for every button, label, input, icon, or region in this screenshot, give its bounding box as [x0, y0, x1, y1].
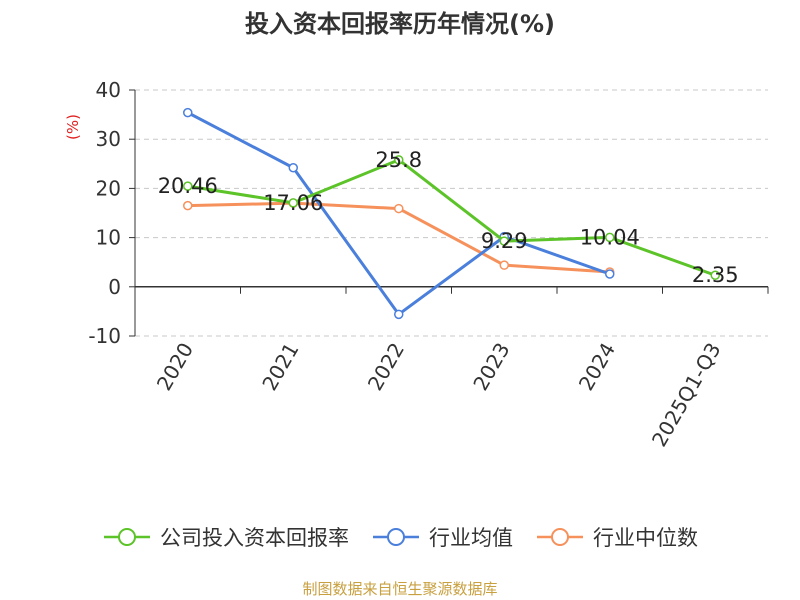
legend-label: 公司投入资本回报率 [160, 526, 349, 550]
legend-swatch [537, 528, 583, 546]
y-tick-label: 30 [96, 127, 121, 151]
data-point [605, 269, 615, 279]
source-note: 制图数据来自恒生聚源数据库 [302, 580, 498, 598]
data-label: 20.46 [158, 174, 218, 198]
data-point [394, 155, 404, 165]
series-line [187, 111, 611, 316]
data-point [605, 232, 615, 243]
line-chart: -10 0 10 20 30 40 2020 2021 2022 2023 2024 2025Q1-Q… [64, 78, 769, 451]
data-point [183, 181, 193, 191]
y-tick-label: 0 [108, 275, 121, 299]
data-point [288, 198, 298, 208]
x-tick-label: 2025Q1-Q3 [647, 339, 726, 451]
data-label: 9.29 [481, 229, 528, 253]
legend: 公司投入资本回报率 行业均值 行业中位数 [0, 520, 800, 554]
data-point [394, 309, 404, 320]
y-tick-label: 20 [96, 176, 121, 200]
grid-layer [135, 89, 768, 337]
data-label: 25.8 [375, 148, 422, 172]
y-tick-label: -10 [88, 324, 121, 348]
y-tick-label: 40 [96, 78, 121, 102]
data-point [499, 236, 509, 246]
legend-label: 行业中位数 [593, 526, 698, 550]
y-axis-label: (%) [64, 114, 82, 140]
chart-title: 投入资本回报率历年情况(%) [245, 10, 555, 38]
legend-label: 行业均值 [429, 526, 513, 550]
series-layer [183, 107, 720, 320]
data-point [710, 270, 720, 280]
data-label-layer: 20.46 17.06 25.8 9.29 10.04 2.35 [158, 148, 739, 287]
axis-layer: -10 0 10 20 30 40 2020 2021 2022 2023 2024 2025Q1-Q… [88, 78, 769, 451]
x-tick-label: 2021 [257, 339, 303, 395]
x-tick-label: 2024 [574, 339, 620, 395]
x-tick-label: 2022 [363, 339, 409, 395]
data-point [183, 200, 193, 211]
data-label: 10.04 [580, 225, 640, 249]
legend-item[interactable]: 行业均值 [371, 522, 513, 552]
data-point [288, 162, 298, 173]
legend-item[interactable]: 行业中位数 [535, 522, 698, 552]
data-point [499, 260, 509, 270]
series-line [187, 158, 716, 277]
legend-swatch [373, 528, 419, 546]
x-tick-label: 2023 [468, 339, 514, 395]
legend-item[interactable]: 公司投入资本回报率 [102, 522, 349, 552]
data-label: 17.06 [263, 191, 323, 215]
y-tick-label: 10 [96, 226, 121, 250]
legend-swatch [104, 528, 150, 546]
data-point [394, 203, 404, 214]
data-point [183, 107, 193, 118]
x-tick-label: 2020 [152, 339, 198, 395]
data-label: 2.35 [692, 263, 739, 287]
